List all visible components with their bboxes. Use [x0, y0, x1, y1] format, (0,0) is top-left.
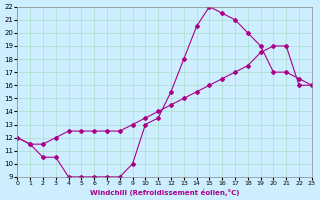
X-axis label: Windchill (Refroidissement éolien,°C): Windchill (Refroidissement éolien,°C): [90, 189, 239, 196]
